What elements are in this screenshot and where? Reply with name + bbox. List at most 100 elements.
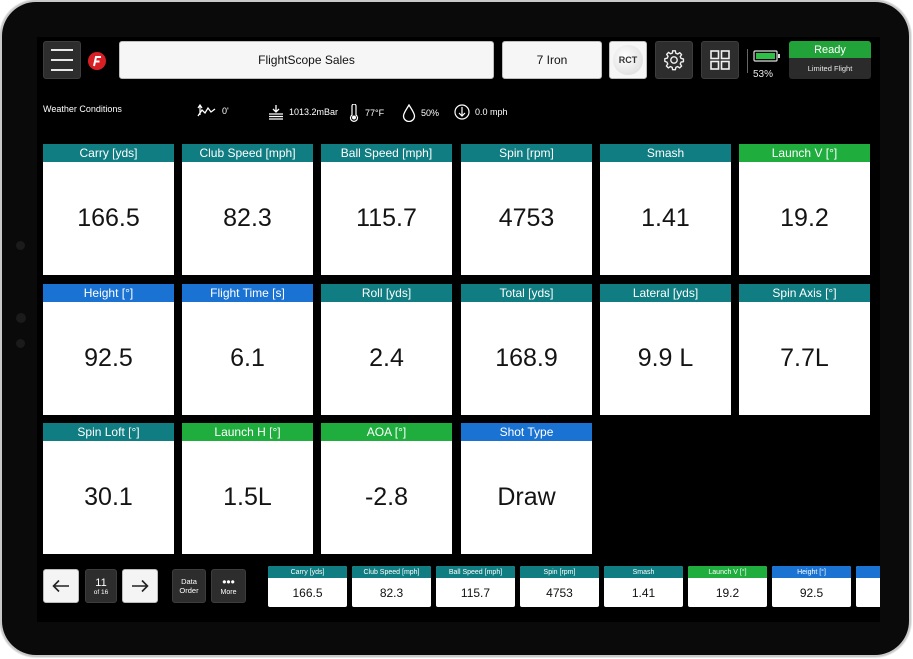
data-order-button[interactable]: Data Order: [172, 569, 206, 603]
summary-value: 115.7: [460, 585, 491, 600]
metric-tile[interactable]: Ball Speed [mph] 115.7: [321, 144, 452, 275]
metric-value: 92.5: [84, 344, 133, 372]
shot-number: 11: [95, 576, 107, 589]
metric-value: 1.41: [641, 204, 690, 232]
next-shot-button[interactable]: [122, 569, 158, 603]
metric-value: 9.9 L: [637, 344, 694, 372]
previous-shot-button[interactable]: [43, 569, 79, 603]
summary-label: Launch V [°]: [688, 566, 767, 578]
gear-icon: [664, 50, 685, 71]
arrow-right-icon: [132, 579, 149, 593]
grid-icon: [710, 50, 730, 70]
more-button[interactable]: ••• More: [211, 569, 246, 603]
summary-label: Height [°]: [772, 566, 851, 578]
metric-tile[interactable]: Spin Loft [°] 30.1: [43, 423, 174, 554]
metric-label: Flight Time [s]: [182, 284, 313, 302]
top-button-left: [92, 0, 126, 3]
summary-value: [856, 578, 880, 607]
metric-tile[interactable]: Roll [yds] 2.4: [321, 284, 452, 415]
metric-label: Total [yds]: [461, 284, 592, 302]
metric-label: Launch H [°]: [182, 423, 313, 441]
camera: [16, 241, 25, 250]
flight-mode: Limited Flight: [807, 64, 853, 73]
app-screen: FlightScope Sales 7 Iron RCT 53% Ready L…: [37, 37, 880, 622]
metric-tile[interactable]: Carry [yds] 166.5: [43, 144, 174, 275]
top-button-right: [121, 0, 157, 3]
rct-button[interactable]: RCT: [609, 41, 647, 79]
summary-label: Club Speed [mph]: [352, 566, 431, 578]
summary-label: Carry [yds]: [268, 566, 347, 578]
metric-label: Club Speed [mph]: [182, 144, 313, 162]
status-ready: Ready: [789, 41, 871, 58]
summary-cell[interactable]: Ball Speed [mph] 115.7: [436, 566, 515, 607]
summary-cell[interactable]: Spin [rpm] 4753: [520, 566, 599, 607]
metric-tile[interactable]: Spin [rpm] 4753: [461, 144, 592, 275]
battery-indicator: 53%: [753, 49, 785, 80]
metric-tile[interactable]: Launch V [°] 19.2: [739, 144, 870, 275]
metric-tile[interactable]: Flight Time [s] 6.1: [182, 284, 313, 415]
menu-button[interactable]: [43, 41, 81, 79]
wind-direction: 0': [197, 104, 229, 118]
pressure-icon: [269, 105, 283, 120]
summary-value: 1.41: [631, 585, 656, 600]
wind-direction-icon: [197, 104, 216, 117]
summary-label: Spin [rpm]: [520, 566, 599, 578]
temperature: 77°F: [348, 104, 384, 122]
summary-value: 92.5: [799, 585, 824, 600]
metric-label: Spin Loft [°]: [43, 423, 174, 441]
summary-cell[interactable]: Height [°] 92.5: [772, 566, 851, 607]
metric-value: 1.5L: [223, 483, 272, 511]
shot-total: of 16: [93, 588, 109, 596]
divider: [747, 49, 748, 73]
summary-cell[interactable]: Smash 1.41: [604, 566, 683, 607]
metric-value: 6.1: [230, 344, 265, 372]
layout-grid-button[interactable]: [701, 41, 739, 79]
metric-value: 7.7L: [780, 344, 829, 372]
metric-tile[interactable]: Total [yds] 168.9: [461, 284, 592, 415]
metric-label: Height [°]: [43, 284, 174, 302]
metric-tile[interactable]: Club Speed [mph] 82.3: [182, 144, 313, 275]
metric-tile[interactable]: Shot Type Draw: [461, 423, 592, 554]
summary-label: Smash: [604, 566, 683, 578]
metric-tile[interactable]: Smash 1.41: [600, 144, 731, 275]
rct-logo-icon: RCT: [613, 45, 643, 75]
metric-value: 30.1: [84, 483, 133, 511]
sensor-2: [16, 339, 25, 348]
battery-icon: [753, 50, 780, 62]
metric-label: Ball Speed [mph]: [321, 144, 452, 162]
metric-label: AOA [°]: [321, 423, 452, 441]
arrow-left-icon: [52, 579, 69, 593]
more-dots-icon: •••: [222, 574, 235, 589]
metric-value: -2.8: [364, 483, 409, 511]
metric-label: Smash: [600, 144, 731, 162]
metric-tile[interactable]: Height [°] 92.5: [43, 284, 174, 415]
summary-cell[interactable]: Flig: [856, 566, 880, 607]
shot-counter: 11 of 16: [85, 569, 117, 603]
metric-tile[interactable]: Spin Axis [°] 7.7L: [739, 284, 870, 415]
summary-value: 4753: [546, 585, 573, 600]
metric-tile[interactable]: Lateral [yds] 9.9 L: [600, 284, 731, 415]
wind-speed: 0.0 mph: [454, 104, 508, 120]
summary-cell[interactable]: Launch V [°] 19.2: [688, 566, 767, 607]
metric-tile[interactable]: Launch H [°] 1.5L: [182, 423, 313, 554]
summary-label: Flig: [856, 566, 880, 578]
metric-tile[interactable]: AOA [°] -2.8: [321, 423, 452, 554]
summary-value: 82.3: [379, 585, 404, 600]
summary-cell[interactable]: Club Speed [mph] 82.3: [352, 566, 431, 607]
session-name-field[interactable]: FlightScope Sales: [119, 41, 494, 79]
sensor: [16, 313, 26, 323]
flightscope-logo: [87, 51, 107, 71]
settings-button[interactable]: [655, 41, 693, 79]
metric-label: Launch V [°]: [739, 144, 870, 162]
summary-cell[interactable]: Carry [yds] 166.5: [268, 566, 347, 607]
metric-value: Draw: [497, 483, 556, 511]
battery-percent: 53%: [753, 69, 774, 80]
thermometer-icon: [349, 104, 359, 122]
hamburger-icon: [51, 49, 73, 51]
club-selector[interactable]: 7 Iron: [502, 41, 602, 79]
metric-value: 2.4: [369, 344, 404, 372]
device-status[interactable]: Ready Limited Flight: [789, 41, 871, 79]
summary-value: 19.2: [715, 585, 740, 600]
humidity: 50%: [402, 104, 439, 122]
summary-value: 166.5: [292, 585, 323, 600]
